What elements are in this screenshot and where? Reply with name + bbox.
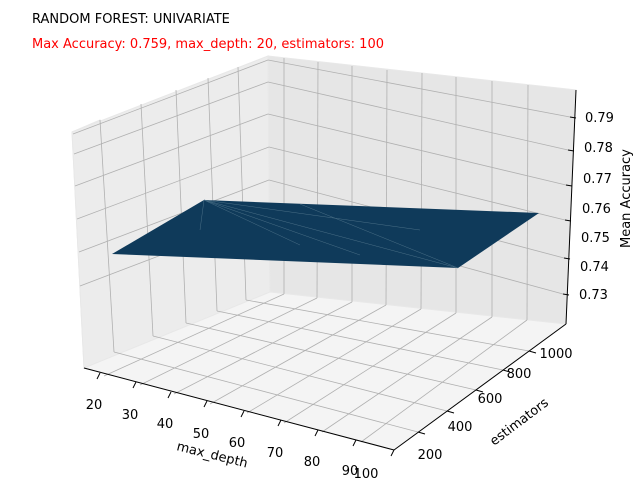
axis-lines xyxy=(83,89,577,451)
surface-triangle-edge xyxy=(203,199,361,256)
y-tick-label: 800 xyxy=(507,367,532,382)
x-tick-label: 30 xyxy=(122,408,139,423)
z-tick-label: 0.75 xyxy=(581,231,610,246)
y-tick-label: 600 xyxy=(478,392,503,407)
z-tick-labels: 0.73 0.74 0.75 0.76 0.77 0.78 0.79 xyxy=(579,111,614,303)
z-tick-label: 0.79 xyxy=(585,111,614,126)
surface-plane xyxy=(112,200,539,268)
gridlines xyxy=(72,58,571,443)
surface-triangle-edge xyxy=(203,199,459,269)
y-tick-label: 200 xyxy=(418,448,443,463)
x-tick-label: 100 xyxy=(354,467,379,480)
y-tick-label: 400 xyxy=(448,420,473,435)
tick-marks xyxy=(96,116,577,457)
x-tick-label: 60 xyxy=(229,436,246,451)
z-tick-label: 0.78 xyxy=(584,141,613,156)
surface-triangle-edge xyxy=(199,199,205,231)
chart-title: RANDOM FOREST: UNIVARIATE xyxy=(32,12,230,27)
z-axis-label: Mean Accuracy xyxy=(619,149,634,248)
x-axis-line xyxy=(83,367,395,451)
x-tick-label: 20 xyxy=(86,398,103,413)
z-tick-label: 0.76 xyxy=(582,202,611,217)
surface-triangle-edge xyxy=(299,203,459,269)
z-tick-label: 0.74 xyxy=(580,260,609,275)
y-tick-label: 1000 xyxy=(539,347,572,362)
x-tick-label: 80 xyxy=(304,455,321,470)
z-tick-label: 0.73 xyxy=(579,288,608,303)
surface-triangle-edge xyxy=(203,199,301,246)
y-tick-labels: 200 400 600 800 1000 xyxy=(418,347,573,463)
x-tick-label: 40 xyxy=(157,417,174,432)
surface-triangle-edge xyxy=(203,199,421,231)
x-tick-label: 50 xyxy=(193,427,210,442)
z-axis-line xyxy=(565,89,577,325)
z-tick-label: 0.77 xyxy=(583,172,612,187)
surface xyxy=(112,199,539,269)
y-axis-line xyxy=(393,323,567,451)
chart-subtitle: Max Accuracy: 0.759, max_depth: 20, esti… xyxy=(32,37,384,52)
x-tick-label: 70 xyxy=(267,446,284,461)
x-tick-label: 90 xyxy=(342,464,359,479)
